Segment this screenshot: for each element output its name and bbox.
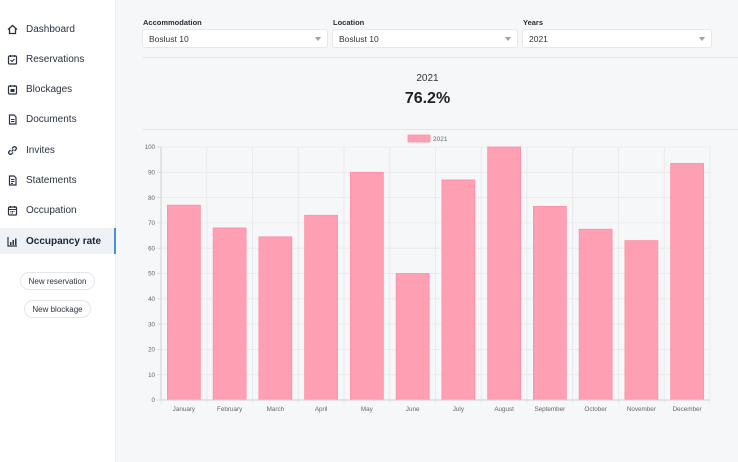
bar-may: [350, 171, 384, 401]
x-tick-label: January: [173, 406, 196, 413]
bar-march: [258, 236, 293, 401]
calendar-check-icon: [7, 54, 18, 65]
location-label: Location: [333, 18, 365, 27]
sidebar-item-label: Blockages: [26, 83, 73, 95]
divider: [143, 129, 738, 130]
summary-year: 2021: [416, 73, 439, 84]
bar-chart-icon: [7, 236, 18, 247]
y-tick-label: 40: [148, 296, 155, 303]
legend-swatch: [407, 134, 431, 143]
location-value: Boslust 10: [339, 33, 379, 44]
sidebar-item-label: Documents: [26, 113, 77, 125]
chevron-down-icon: [505, 37, 511, 41]
divider: [143, 57, 738, 58]
y-tick-label: 0: [152, 397, 156, 404]
occupancy-bar-chart: 2021 0 10 20 30 40 50 60 70 80 90 100 January Februar…: [145, 134, 711, 413]
sidebar-item-label: Reservations: [26, 53, 85, 65]
y-tick-label: 50: [148, 271, 155, 278]
occupancy-rate-value: 76.2%: [404, 90, 451, 107]
sidebar-item-documents[interactable]: Documents: [0, 106, 116, 132]
document-icon: [7, 113, 18, 125]
sidebar: Dashboard Reservations Blockages Documen…: [0, 0, 116, 462]
legend-label: 2021: [433, 136, 448, 143]
statement-icon: [7, 174, 18, 186]
calendar-block-icon: [7, 84, 18, 95]
x-tick-label: July: [453, 406, 465, 413]
accommodation-label: Accommodation: [143, 18, 202, 27]
y-tick-label: 100: [145, 144, 156, 151]
sidebar-item-label: Occupation: [26, 204, 77, 216]
y-tick-label: 70: [148, 220, 155, 227]
sidebar-item-label: Occupancy rate: [26, 235, 102, 247]
bar-april: [304, 214, 338, 401]
bar-october: [578, 228, 613, 401]
sidebar-item-label: Dashboard: [26, 23, 75, 35]
calendar-icon: [7, 205, 18, 216]
sidebar-item-invites[interactable]: Invites: [0, 137, 116, 163]
sidebar-item-blockages[interactable]: Blockages: [0, 76, 116, 102]
years-value: 2021: [529, 33, 548, 44]
x-tick-label: May: [361, 406, 374, 413]
bar-june: [395, 273, 430, 401]
bar-september: [533, 206, 567, 401]
x-tick-label: February: [217, 406, 243, 413]
bar-july: [441, 179, 476, 401]
occupancy-chart: 2021 0 10 20 30 40 50 60 70 80 90 100 January Februar…: [117, 130, 738, 420]
bar-november: [624, 240, 659, 401]
bar-february: [212, 227, 247, 401]
years-select[interactable]: 2021: [522, 29, 712, 48]
x-tick-label: October: [584, 406, 606, 413]
bar-august: [487, 146, 521, 401]
x-tick-label: September: [534, 406, 565, 413]
chevron-down-icon: [699, 37, 705, 41]
y-tick-label: 60: [148, 245, 155, 252]
sidebar-item-reservations[interactable]: Reservations: [0, 46, 116, 72]
new-blockage-button[interactable]: New blockage: [24, 300, 91, 318]
link-icon: [7, 145, 18, 156]
years-label: Years: [523, 18, 544, 27]
accommodation-value: Boslust 10: [149, 33, 189, 44]
accommodation-select[interactable]: Boslust 10: [142, 29, 328, 48]
x-tick-label: April: [315, 406, 328, 413]
sidebar-item-label: Invites: [26, 144, 55, 156]
x-tick-label: June: [406, 406, 420, 413]
x-tick-label: December: [673, 406, 702, 413]
chevron-down-icon: [315, 37, 321, 41]
location-select[interactable]: Boslust 10: [332, 29, 518, 48]
main-content: Accommodation Boslust 10 Location Boslus…: [117, 0, 738, 462]
sidebar-item-occupation[interactable]: Occupation: [0, 197, 116, 223]
y-tick-label: 20: [148, 347, 155, 354]
y-tick-label: 80: [148, 195, 155, 202]
y-tick-label: 30: [148, 321, 155, 328]
x-tick-label: November: [627, 406, 656, 413]
new-reservation-button[interactable]: New reservation: [20, 272, 95, 290]
x-tick-label: March: [267, 406, 285, 413]
sidebar-item-statements[interactable]: Statements: [0, 167, 116, 193]
sidebar-item-occupancy-rate[interactable]: Occupancy rate: [0, 228, 116, 254]
bar-december: [670, 163, 704, 401]
sidebar-item-dashboard[interactable]: Dashboard: [0, 16, 116, 42]
y-tick-label: 90: [148, 170, 155, 177]
y-tick-label: 10: [148, 372, 155, 379]
bar-january: [167, 204, 201, 401]
home-icon: [7, 24, 18, 35]
sidebar-item-label: Statements: [26, 174, 77, 186]
x-tick-label: August: [494, 406, 514, 413]
